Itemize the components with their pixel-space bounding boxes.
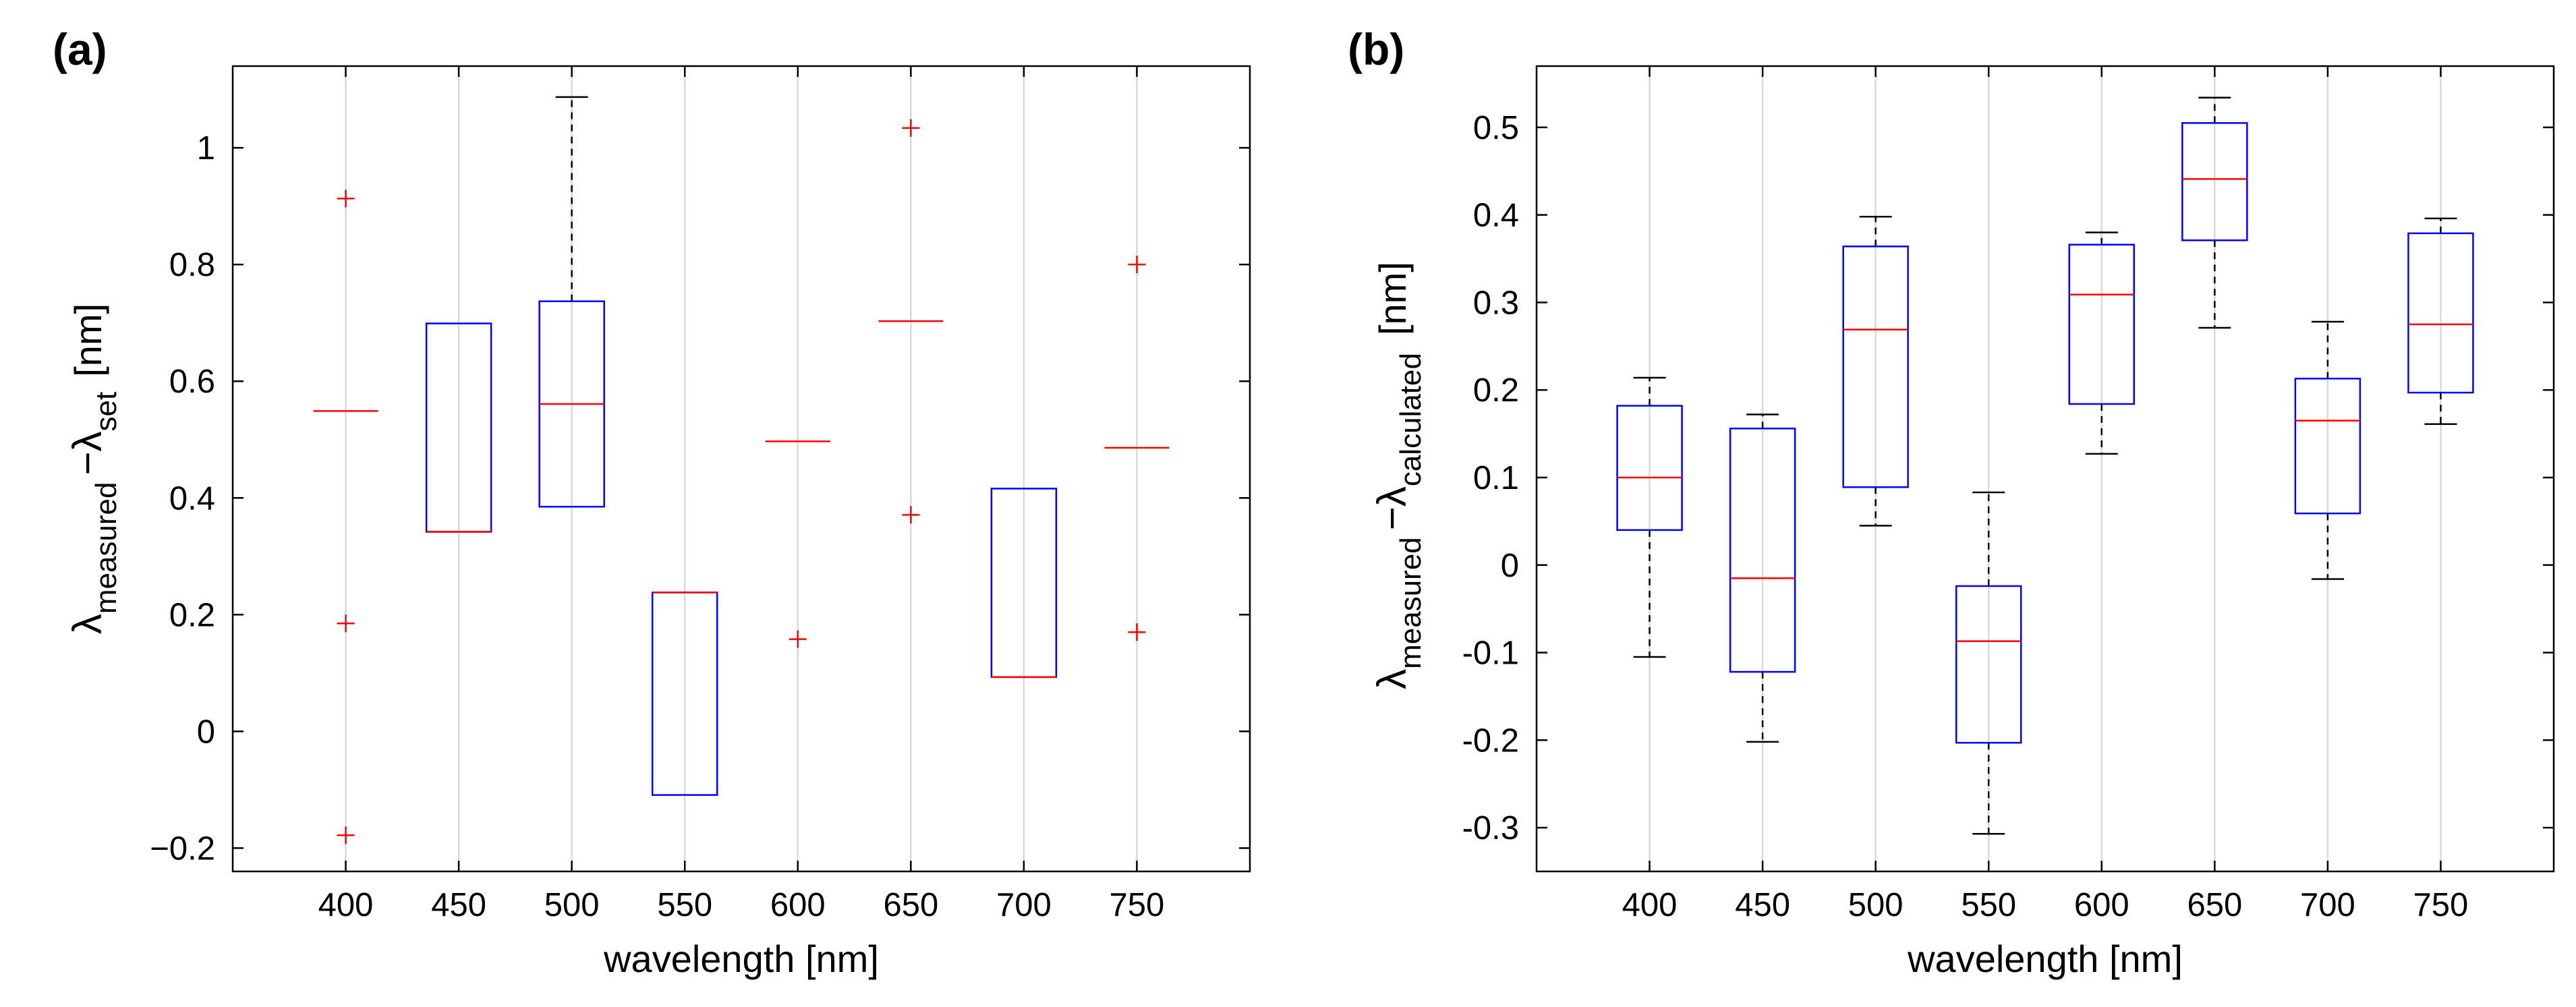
y-tick-label: 0	[1501, 548, 1519, 584]
panel-a-x-ticks: 400 450 500 550 600 650 700 750	[318, 66, 1165, 923]
panel-a-y-label-lambda: λ	[65, 614, 110, 634]
panel-a-plot-frame	[231, 65, 1251, 873]
panel-b-x-axis-label: wavelength [nm]	[1907, 938, 2183, 980]
panel-a-y-label-unit: [nm]	[67, 304, 109, 377]
box-750	[1104, 256, 1170, 641]
x-tick-label: 700	[996, 887, 1052, 923]
box-500	[538, 96, 605, 508]
y-tick-label: −0.2	[150, 830, 215, 867]
y-tick-label: -0.1	[1462, 635, 1519, 672]
outlier-marker	[902, 119, 920, 137]
outlier-marker	[337, 826, 355, 844]
box-750	[2407, 217, 2474, 426]
box-450	[425, 322, 492, 533]
panel-a-x-axis-label: wavelength [nm]	[603, 938, 879, 980]
box-700	[2294, 320, 2362, 580]
panel-b-y-label-minus: −	[1369, 507, 1414, 530]
box-650	[2181, 96, 2248, 329]
panel-b: (b) -0.3 -0.2 -0.1 0 0.1 0.2 0.3 0.4 0.5 400 450 5…	[1348, 24, 2555, 980]
x-tick-label: 450	[431, 887, 486, 923]
box-iqr	[1955, 585, 2022, 744]
box-700	[990, 488, 1058, 679]
panel-b-label: (b)	[1348, 24, 1404, 74]
y-tick-label: 0.8	[169, 247, 215, 283]
panel-a-y-label-sub-set: set	[90, 392, 123, 432]
y-tick-label: 0.2	[169, 597, 215, 633]
x-tick-label: 600	[770, 887, 826, 923]
x-tick-label: 400	[1622, 887, 1678, 923]
box-400	[1616, 376, 1683, 658]
y-tick-label: 0.5	[1473, 110, 1519, 146]
outlier-marker	[1128, 623, 1146, 641]
y-tick-label: 0.2	[1473, 372, 1519, 409]
x-tick-label: 500	[1848, 887, 1904, 923]
outlier-marker	[337, 190, 355, 208]
outlier-marker	[902, 506, 920, 524]
y-tick-label: 0.4	[169, 480, 215, 517]
box-600	[765, 440, 830, 648]
outlier-marker	[1128, 256, 1146, 274]
y-tick-label: 0.3	[1473, 285, 1519, 321]
box-600	[2068, 231, 2136, 455]
panel-a-y-axis-label: λmeasured−λset[nm]	[65, 304, 123, 634]
x-tick-label: 600	[2074, 887, 2129, 923]
box-550	[651, 592, 718, 796]
panel-a-label: (a)	[53, 24, 107, 74]
y-tick-label: -0.3	[1462, 810, 1519, 846]
box-450	[1729, 413, 1796, 743]
x-tick-label: 650	[883, 887, 938, 923]
panel-b-y-label-lambda-2: λ	[1369, 486, 1414, 507]
panel-a-y-label-minus: −	[65, 451, 110, 475]
box-iqr	[2181, 122, 2248, 241]
box-iqr	[1616, 405, 1683, 531]
box-iqr	[1729, 428, 1796, 673]
panel-b-y-label-sub-measured: measured	[1394, 537, 1427, 669]
panel-a-y-ticks: −0.2 0 0.2 0.4 0.6 0.8 1	[150, 130, 1250, 867]
box-650	[878, 119, 944, 524]
x-tick-label: 500	[544, 887, 600, 923]
panel-b-grid	[1649, 66, 2442, 871]
box-iqr	[2407, 232, 2474, 394]
panel-b-y-label-lambda: λ	[1369, 669, 1414, 689]
y-tick-label: -0.2	[1462, 722, 1519, 759]
panel-a-y-label-sub-measured: measured	[90, 482, 123, 614]
y-tick-label: 1	[197, 130, 215, 167]
y-tick-label: 0	[197, 714, 215, 750]
outlier-marker	[337, 614, 355, 633]
x-tick-label: 750	[2413, 887, 2469, 923]
panel-b-x-ticks: 400 450 500 550 600 650 700 750	[1622, 66, 2469, 923]
panel-a: (a) −0.2 0 0.2 0.4 0.6 0.8 1 400 450 500 550 600 65…	[53, 24, 1251, 980]
x-tick-label: 700	[2300, 887, 2355, 923]
x-tick-label: 550	[657, 887, 712, 923]
y-tick-label: 0.4	[1473, 198, 1519, 234]
box-550	[1955, 491, 2022, 835]
panel-a-grid	[345, 66, 1138, 871]
panel-b-y-label-unit: [nm]	[1371, 262, 1414, 335]
box-400	[313, 190, 378, 844]
x-tick-label: 400	[318, 887, 374, 923]
box-iqr	[2068, 243, 2136, 405]
x-tick-label: 650	[2187, 887, 2242, 923]
panel-b-y-ticks: -0.3 -0.2 -0.1 0 0.1 0.2 0.3 0.4 0.5	[1462, 110, 2554, 846]
box-iqr	[2294, 378, 2362, 515]
outlier-marker	[789, 630, 807, 648]
x-tick-label: 550	[1961, 887, 2016, 923]
x-tick-label: 750	[1110, 887, 1165, 923]
panel-b-plot	[1616, 96, 2474, 835]
panel-b-y-axis-label: λmeasured−λcalculated[nm]	[1369, 262, 1427, 689]
box-500	[1842, 215, 1909, 527]
panel-b-plot-frame	[1535, 65, 2555, 873]
box-iqr	[1842, 246, 1909, 488]
y-tick-label: 0.6	[169, 364, 215, 400]
y-tick-label: 0.1	[1473, 460, 1519, 496]
panel-a-y-label-lambda-2: λ	[65, 431, 110, 451]
panel-b-y-label-sub-calculated: calculated	[1394, 353, 1427, 486]
panel-a-plot	[313, 96, 1170, 844]
x-tick-label: 450	[1735, 887, 1790, 923]
